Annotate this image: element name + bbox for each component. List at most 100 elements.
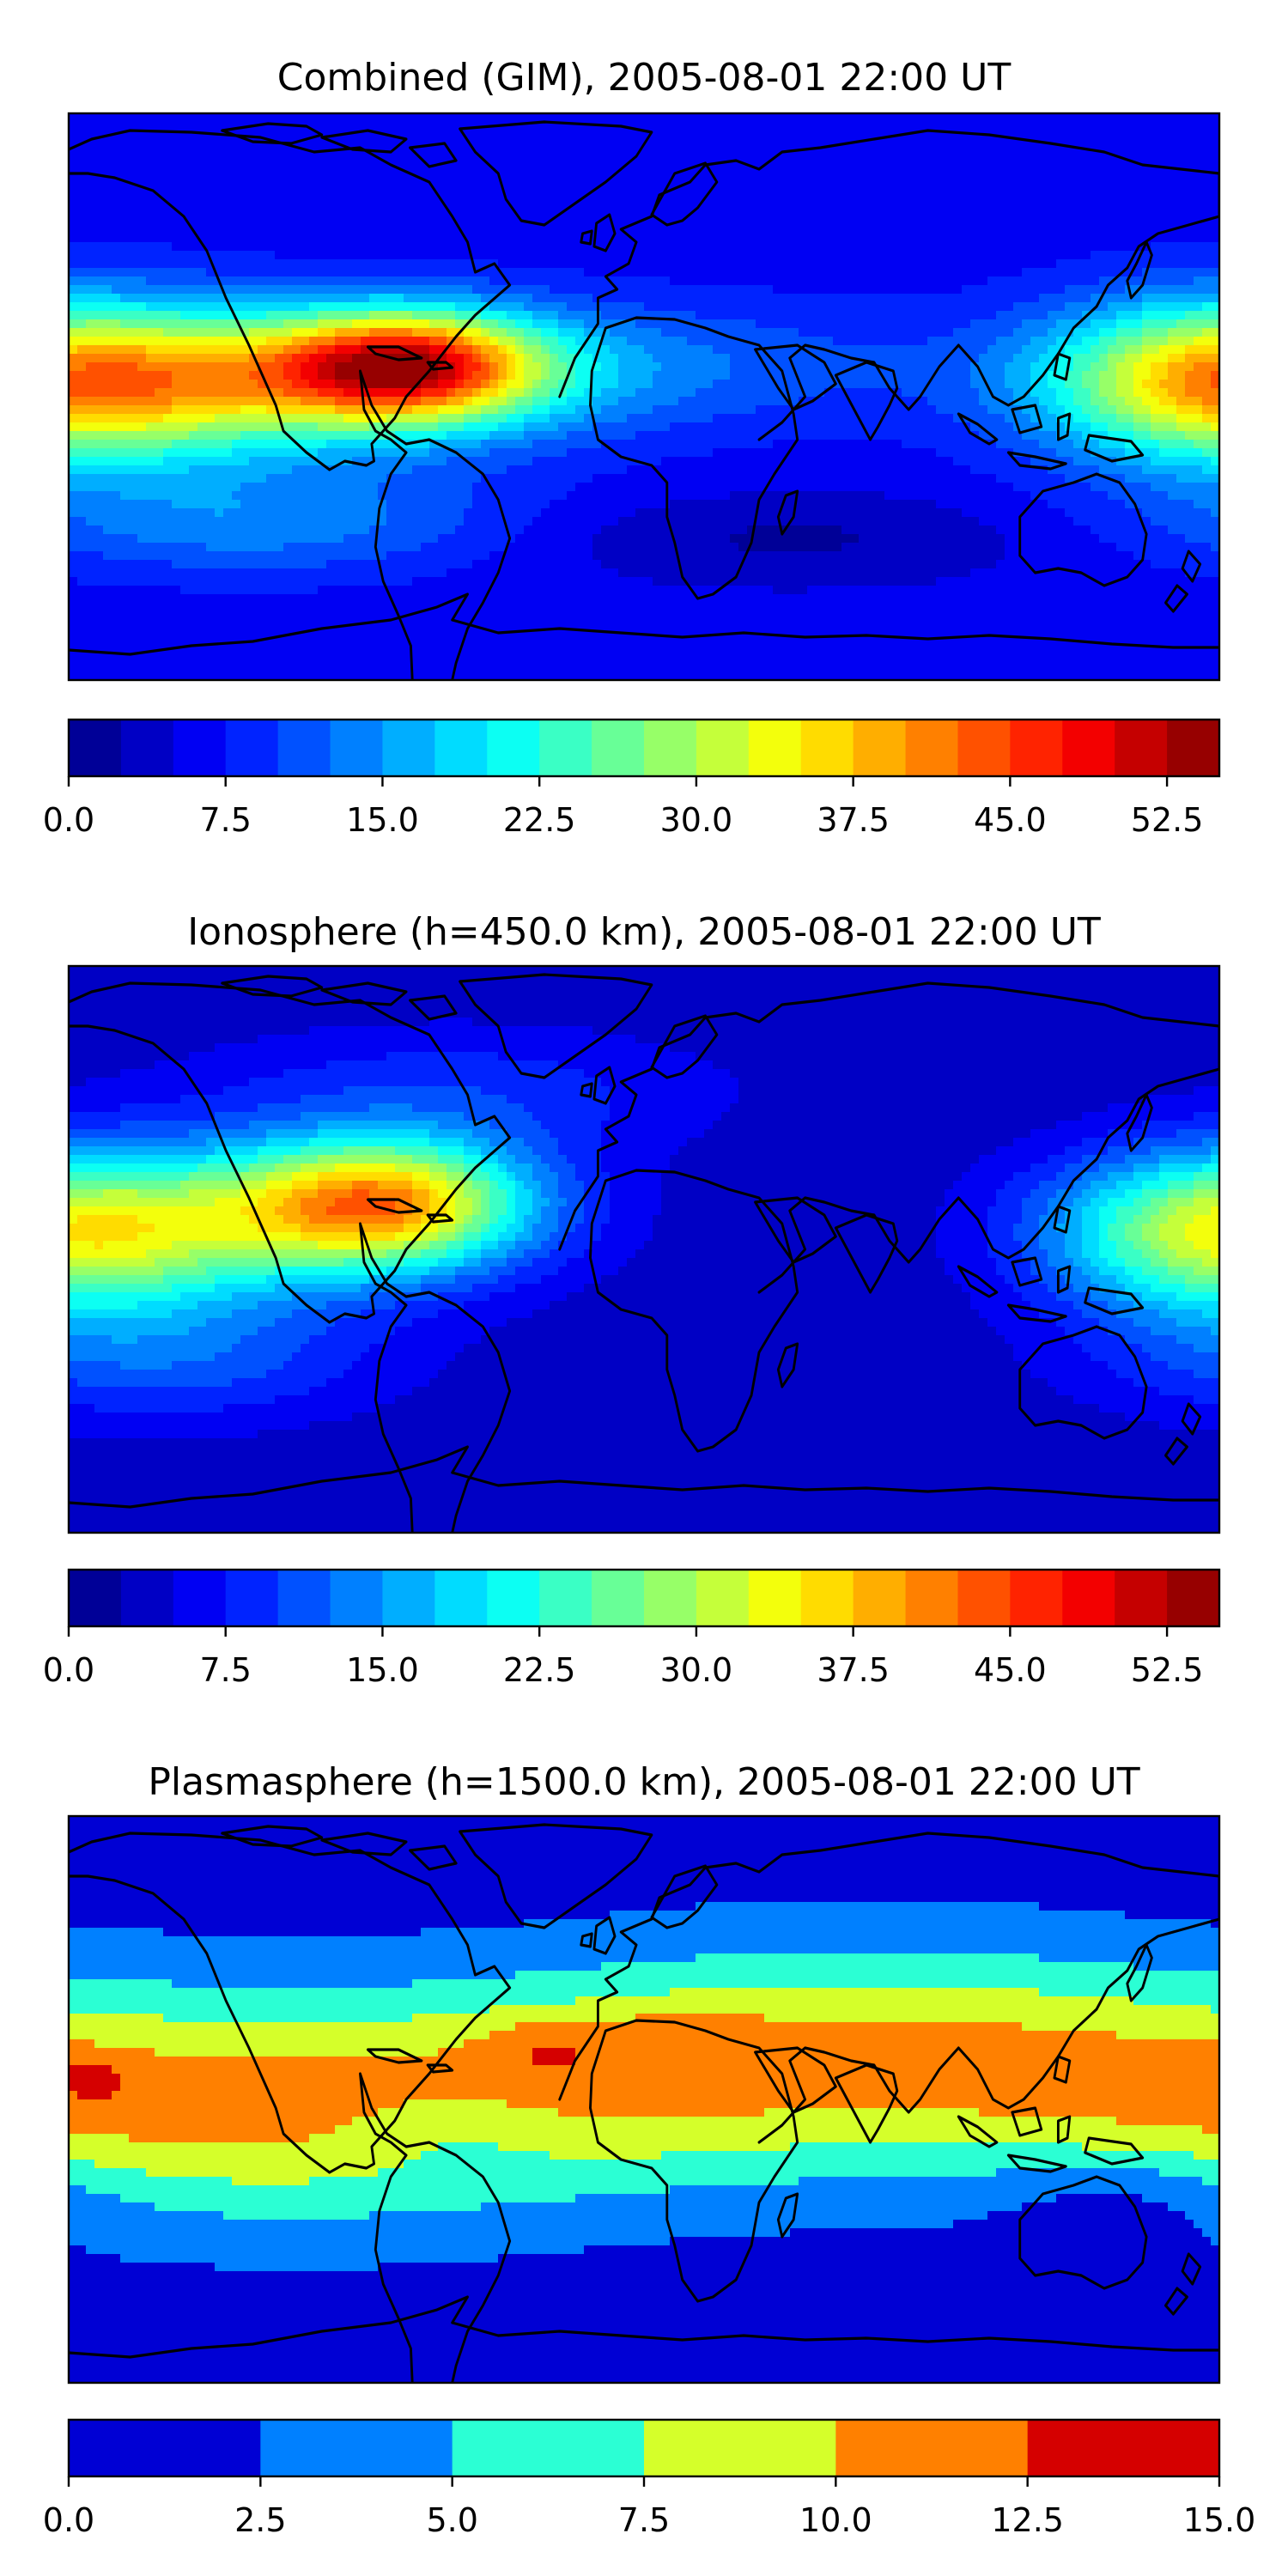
field-cell xyxy=(1048,216,1057,226)
field-cell xyxy=(678,337,688,346)
field-cell xyxy=(713,388,722,398)
field-cell xyxy=(1005,285,1014,295)
field-cell xyxy=(1048,397,1057,406)
field-cell xyxy=(352,337,361,346)
field-cell xyxy=(841,208,851,217)
field-cell xyxy=(240,234,250,243)
field-cell xyxy=(833,131,842,140)
field-cell xyxy=(163,285,173,295)
field-cell xyxy=(292,148,301,157)
field-cell xyxy=(232,191,241,200)
field-cell xyxy=(902,319,911,329)
field-cell xyxy=(696,302,705,312)
field-cell xyxy=(945,380,954,389)
field-cell xyxy=(180,311,190,320)
field-cell xyxy=(112,122,121,131)
field-cell xyxy=(481,294,490,303)
field-cell xyxy=(464,380,473,389)
field-cell xyxy=(1048,285,1057,295)
field-cell xyxy=(378,173,387,183)
field-cell xyxy=(249,131,258,140)
field-cell xyxy=(807,234,817,243)
field-cell xyxy=(309,268,319,277)
field-cell xyxy=(189,371,198,380)
field-cell xyxy=(1151,216,1160,226)
field-cell xyxy=(859,208,868,217)
field-cell xyxy=(326,294,336,303)
field-cell xyxy=(996,311,1005,320)
field-cell xyxy=(472,165,482,174)
field-cell xyxy=(1108,113,1117,123)
field-cell xyxy=(421,199,430,209)
field-cell xyxy=(172,397,181,406)
field-cell xyxy=(266,397,276,406)
field-cell xyxy=(1108,371,1117,380)
field-cell xyxy=(283,182,293,191)
field-cell xyxy=(472,208,482,217)
field-cell xyxy=(841,319,851,329)
field-cell xyxy=(266,328,276,337)
field-cell xyxy=(326,405,336,415)
field-cell xyxy=(412,242,422,252)
field-cell xyxy=(1185,208,1194,217)
field-cell xyxy=(1116,122,1126,131)
field-cell xyxy=(936,216,945,226)
field-cell xyxy=(1073,216,1083,226)
field-cell xyxy=(447,122,456,131)
field-cell xyxy=(1159,328,1169,337)
field-cell xyxy=(1133,122,1143,131)
field-cell xyxy=(653,405,662,415)
field-cell xyxy=(927,165,937,174)
field-cell xyxy=(163,345,173,355)
field-cell xyxy=(1005,388,1014,398)
field-cell xyxy=(1185,311,1194,320)
field-cell xyxy=(275,173,284,183)
field-cell xyxy=(86,182,95,191)
field-cell xyxy=(876,191,885,200)
field-cell xyxy=(1048,268,1057,277)
field-cell xyxy=(644,380,653,389)
field-cell xyxy=(781,139,791,149)
field-cell xyxy=(1211,302,1219,312)
field-cell xyxy=(1065,199,1074,209)
field-cell xyxy=(1048,148,1057,157)
field-cell xyxy=(103,388,112,398)
field-cell xyxy=(146,397,155,406)
field-cell xyxy=(155,311,164,320)
field-cell xyxy=(1168,337,1177,346)
field-cell xyxy=(816,191,825,200)
field-cell xyxy=(137,199,147,209)
field-cell xyxy=(670,131,679,140)
field-cell xyxy=(884,311,894,320)
field-cell xyxy=(498,302,507,312)
field-cell xyxy=(575,380,585,389)
field-cell xyxy=(1151,131,1160,140)
field-cell xyxy=(704,388,714,398)
field-cell xyxy=(541,242,550,252)
field-cell xyxy=(773,225,782,234)
field-cell xyxy=(206,294,216,303)
field-cell xyxy=(687,328,696,337)
field-cell xyxy=(807,276,817,286)
field-cell xyxy=(962,208,971,217)
field-cell xyxy=(421,208,430,217)
field-cell xyxy=(137,302,147,312)
field-cell xyxy=(1116,234,1126,243)
field-cell xyxy=(1159,380,1169,389)
field-cell xyxy=(644,242,653,252)
field-cell xyxy=(180,414,190,423)
field-cell xyxy=(472,354,482,363)
field-cell xyxy=(258,148,267,157)
field-cell xyxy=(429,311,439,320)
field-cell xyxy=(661,173,671,183)
field-cell xyxy=(678,191,688,200)
field-cell xyxy=(996,182,1005,191)
field-cell xyxy=(773,208,782,217)
field-cell xyxy=(704,276,714,286)
field-cell xyxy=(996,337,1005,346)
field-cell xyxy=(369,131,379,140)
field-cell xyxy=(189,354,198,363)
field-cell xyxy=(1039,397,1048,406)
field-cell xyxy=(146,259,155,269)
field-cell xyxy=(996,405,1005,415)
